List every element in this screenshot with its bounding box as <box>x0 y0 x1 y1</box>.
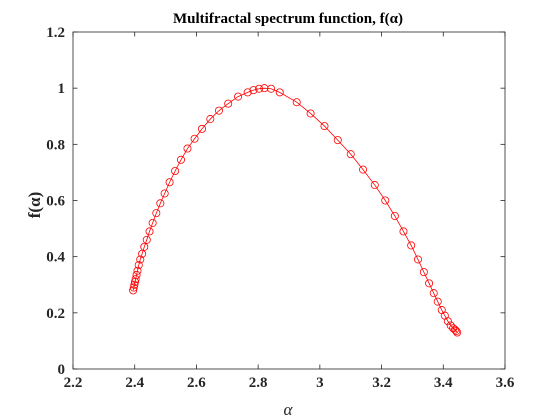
data-point <box>381 196 390 205</box>
data-point <box>433 297 442 306</box>
data-point <box>446 321 455 330</box>
data-point <box>333 136 342 145</box>
data-point <box>131 275 140 284</box>
data-point <box>224 99 233 108</box>
data-point <box>171 167 180 176</box>
data-point <box>453 328 462 337</box>
data-point <box>160 189 169 198</box>
y-tick-label: 0.6 <box>46 194 65 210</box>
series-markers <box>129 84 462 337</box>
data-point <box>449 324 458 333</box>
data-point <box>129 286 138 295</box>
data-point <box>451 325 460 334</box>
data-point <box>249 86 258 95</box>
tick-marks <box>72 31 506 370</box>
data-point <box>130 280 139 289</box>
data-point <box>206 115 215 124</box>
y-tick-label: 0 <box>58 362 66 378</box>
data-point <box>234 92 243 101</box>
y-tick-label: 1 <box>58 81 66 97</box>
data-point <box>214 106 223 115</box>
data-point <box>370 181 379 190</box>
x-tick-label: 2.4 <box>125 375 144 391</box>
x-tick-label: 3.4 <box>434 375 453 391</box>
data-point <box>390 211 399 220</box>
data-point <box>197 124 206 133</box>
x-tick-label: 2.6 <box>187 375 206 391</box>
x-tick-label: 2.8 <box>249 375 268 391</box>
data-point <box>320 122 329 131</box>
x-tick-label: 3.2 <box>372 375 391 391</box>
data-point <box>133 266 142 275</box>
y-tick-labels: 0 0.2 0.4 0.6 0.8 1 1.2 <box>46 25 65 378</box>
data-point <box>306 109 315 118</box>
data-point <box>132 270 141 279</box>
y-tick-label: 1.2 <box>46 25 65 41</box>
data-point <box>142 235 151 244</box>
data-point <box>190 134 199 143</box>
data-point <box>443 317 452 326</box>
data-point <box>134 261 143 270</box>
data-point <box>183 144 192 153</box>
data-point <box>140 242 149 251</box>
y-tick-label: 0.2 <box>46 306 65 322</box>
axes-box <box>72 31 506 370</box>
plot-area <box>72 31 506 370</box>
data-point <box>413 255 422 264</box>
data-point <box>243 88 252 97</box>
data-point <box>138 249 147 258</box>
y-tick-label: 0.8 <box>46 137 65 153</box>
y-tick-label: 0.4 <box>46 250 65 266</box>
y-axis-label: f(α) <box>25 192 44 218</box>
data-point <box>156 199 165 208</box>
data-point <box>152 209 161 218</box>
x-tick-label: 3.6 <box>496 375 515 391</box>
x-tick-labels: 2.2 2.4 2.6 2.8 3 3.2 3.4 3.6 <box>64 375 515 391</box>
series-layer <box>129 84 462 337</box>
x-tick-label: 2.2 <box>64 375 83 391</box>
data-point <box>136 255 145 264</box>
data-point <box>267 84 276 93</box>
data-point <box>275 88 284 97</box>
data-point <box>148 218 157 227</box>
data-point <box>407 241 416 250</box>
data-point <box>255 84 264 93</box>
x-axis-label: α <box>284 400 294 419</box>
data-point <box>425 279 434 288</box>
x-tick-label: 3 <box>316 375 324 391</box>
data-point <box>145 227 154 236</box>
data-point <box>129 283 138 292</box>
data-point <box>429 289 438 298</box>
data-point <box>176 155 185 164</box>
chart-title: Multifractal spectrum function, f(α) <box>173 11 403 27</box>
data-point <box>359 165 368 174</box>
data-point <box>165 178 174 187</box>
data-point <box>452 327 461 336</box>
data-point <box>419 268 428 277</box>
data-point <box>292 98 301 107</box>
data-point <box>399 227 408 236</box>
data-point <box>346 150 355 159</box>
